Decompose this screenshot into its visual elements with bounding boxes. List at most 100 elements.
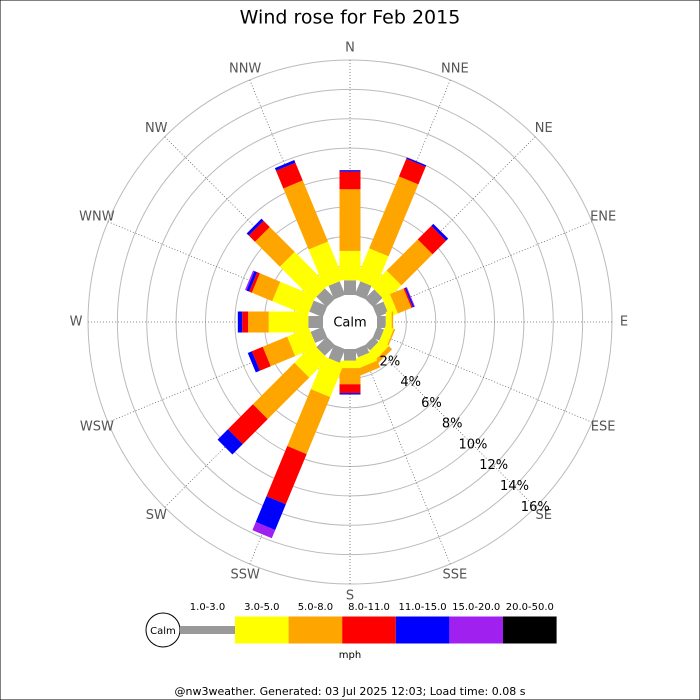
petal-segment	[404, 287, 415, 308]
direction-label: E	[620, 315, 628, 330]
petal-segment	[339, 250, 361, 281]
petal-segment	[391, 311, 394, 333]
petal-segment	[364, 289, 383, 308]
petal-segment	[251, 346, 271, 371]
petal-segment	[251, 273, 281, 302]
petal-segment	[369, 176, 419, 257]
petal-segment	[246, 271, 258, 292]
petal-segment	[287, 327, 317, 357]
petal-segment	[339, 189, 361, 251]
direction-label: SSE	[442, 568, 467, 583]
petal-segment	[354, 281, 372, 300]
petal-segment	[377, 316, 386, 328]
petal-segment	[339, 360, 361, 369]
direction-label: NE	[535, 121, 553, 136]
ring-label: 12%	[479, 458, 508, 473]
petal-segment	[254, 226, 295, 267]
legend-swatch	[395, 616, 450, 644]
petal-segment	[255, 496, 286, 531]
petal-segment	[374, 346, 393, 365]
legend-calm-label: Calm	[150, 626, 176, 637]
petal-segment	[403, 287, 413, 308]
petal-segment	[364, 336, 379, 351]
legend-swatch	[503, 616, 557, 644]
ring	[175, 147, 525, 497]
legend-label: 1.0-3.0	[190, 602, 225, 613]
petal-segment	[406, 287, 415, 307]
petal-segment	[386, 239, 433, 286]
legend-swatch	[288, 616, 343, 644]
legend-unit: mph	[339, 650, 361, 661]
petal-segment	[316, 336, 336, 356]
petal-segment	[339, 368, 361, 385]
ring-label: 16%	[521, 500, 550, 515]
direction-label: WSW	[80, 419, 114, 434]
direction-label: WNW	[79, 210, 115, 225]
ring-label: 10%	[458, 437, 487, 452]
legend-label: 8.0-11.0	[348, 602, 390, 613]
petal-segment	[372, 301, 389, 318]
direction-label: N	[345, 41, 355, 56]
petal-segment	[339, 170, 361, 172]
petal-segment	[262, 336, 296, 367]
legend-label: 20.0-50.0	[506, 602, 554, 613]
petal-segment	[227, 404, 268, 445]
ring	[146, 118, 554, 526]
petal-segment	[339, 384, 361, 394]
calm-circle	[324, 296, 376, 348]
petal-segment	[371, 270, 402, 301]
petal-segment	[283, 180, 329, 250]
direction-label: ESE	[591, 419, 616, 434]
petal-segment	[276, 162, 303, 189]
direction-label: SW	[146, 508, 167, 523]
petal-segment	[248, 220, 270, 242]
legend-label: 11.0-15.0	[399, 602, 447, 613]
legend-label: 3.0-5.0	[244, 602, 279, 613]
footer: @nw3weather. Generated: 03 Jul 2025 12:0…	[175, 685, 526, 698]
ring-label: 14%	[500, 479, 529, 494]
petal-segment	[247, 351, 260, 373]
ring-label: 4%	[400, 375, 421, 390]
legend-label: 5.0-8.0	[298, 602, 333, 613]
petal-segment	[406, 157, 427, 167]
petal-segment	[237, 311, 243, 333]
petal-segment	[308, 316, 323, 328]
direction-label: NNW	[229, 61, 261, 76]
petal-segment	[339, 393, 361, 395]
petal-segment	[357, 360, 381, 376]
ring-label: 2%	[380, 354, 401, 369]
petal-segment	[252, 362, 310, 420]
petal-segment	[252, 522, 276, 539]
direction-label: ENE	[590, 210, 616, 225]
direction-label: SE	[536, 508, 552, 523]
petal-segment	[431, 223, 449, 241]
petal-segment	[372, 326, 385, 341]
direction-label: S	[346, 589, 354, 604]
petal-segment	[217, 429, 243, 455]
petal-segment	[417, 225, 447, 255]
petal-segment	[294, 344, 328, 378]
direction-label: NNE	[441, 61, 469, 76]
legend-label: 15.0-20.0	[452, 602, 500, 613]
petal-segment	[328, 344, 346, 363]
legend-swatch	[342, 616, 396, 644]
petal-segment	[389, 288, 412, 314]
petal-segment	[381, 294, 398, 317]
petal-segment	[246, 218, 264, 236]
ring	[116, 88, 584, 556]
direction-label: NW	[145, 121, 168, 136]
petal-segment	[316, 288, 336, 308]
petal-segment	[328, 281, 346, 300]
petal-segment	[310, 356, 344, 398]
petal-segment	[344, 349, 356, 361]
legend-swatch	[180, 626, 235, 634]
direction-label: SSW	[230, 568, 260, 583]
petal-segment	[287, 389, 331, 455]
petal-segment	[245, 270, 255, 291]
petal-segment	[248, 311, 269, 333]
petal-segment	[242, 311, 249, 333]
petal-segment	[279, 251, 328, 300]
chart-title: Wind rose for Feb 2015	[240, 7, 461, 29]
legend-swatch	[449, 616, 503, 644]
